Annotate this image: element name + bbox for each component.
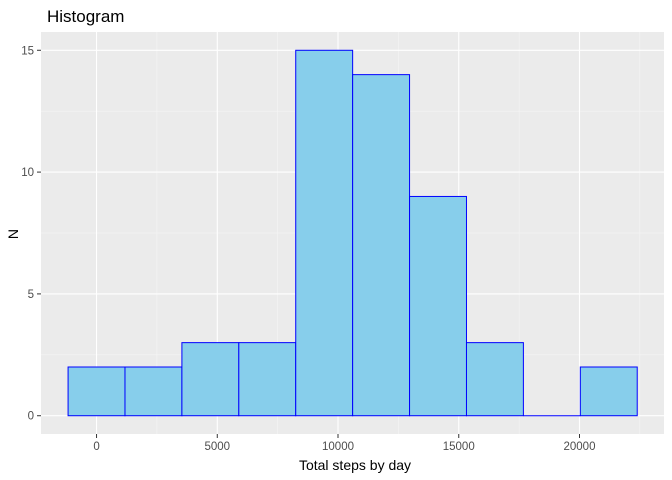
x-axis-title: Total steps by day <box>299 457 411 473</box>
y-tick-label: 5 <box>28 289 34 301</box>
x-tick-label: 0 <box>93 441 99 453</box>
y-tick-label: 15 <box>21 45 34 57</box>
y-tick-label: 0 <box>28 411 34 423</box>
histogram-bar-10 <box>579 366 638 417</box>
histogram-bar-1 <box>67 366 126 417</box>
x-tick-label: 20000 <box>563 441 595 453</box>
histogram-bar-2 <box>124 366 183 417</box>
y-tick-label: 10 <box>21 167 34 179</box>
histogram-bars <box>67 49 638 417</box>
x-tick-label: 15000 <box>443 441 475 453</box>
histogram-bar-4 <box>238 342 297 417</box>
y-axis: 0 5 10 15 <box>21 45 41 423</box>
histogram-bar-6 <box>352 74 411 417</box>
x-axis: 0 5000 10000 15000 20000 <box>93 434 595 453</box>
chart-title: Histogram <box>47 7 124 26</box>
x-tick-label: 5000 <box>204 441 230 453</box>
y-axis-title: N <box>5 229 21 239</box>
x-tick-label: 10000 <box>322 441 354 453</box>
histogram-bar-7 <box>409 195 467 417</box>
histogram-bar-3 <box>181 342 240 417</box>
histogram-bar-5 <box>295 49 354 417</box>
histogram-bar-8 <box>465 342 524 417</box>
